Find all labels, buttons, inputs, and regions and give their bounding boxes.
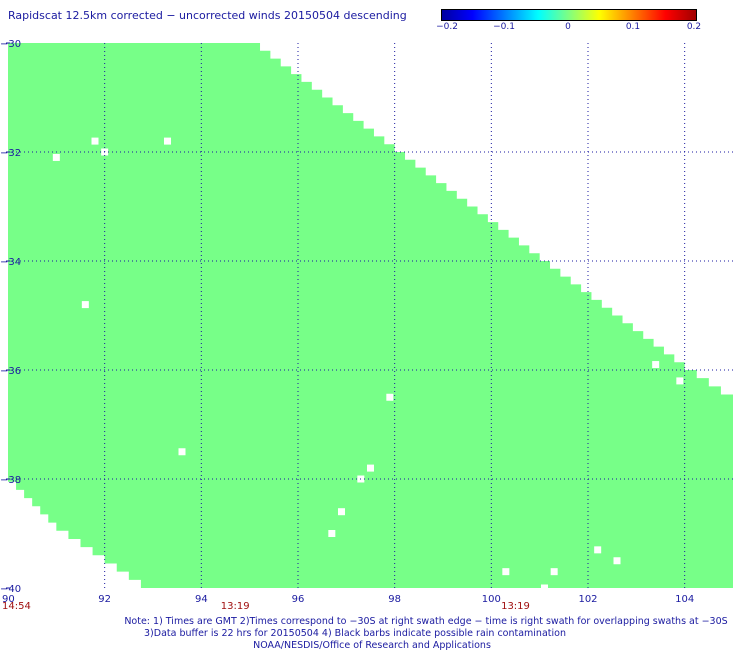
missing-data-cell bbox=[386, 393, 394, 401]
colorbar-tick-label: −0.2 bbox=[436, 22, 458, 32]
x-tick-label: 102 bbox=[578, 594, 597, 605]
missing-data-cell bbox=[550, 568, 558, 576]
missing-data-cell bbox=[719, 44, 727, 52]
colorbar-tick-label: −0.1 bbox=[493, 22, 515, 32]
missing-data-cell bbox=[594, 546, 602, 554]
y-tick-label: −38 bbox=[0, 475, 21, 486]
missing-data-cell bbox=[91, 137, 99, 145]
missing-data-cell bbox=[52, 153, 60, 161]
y-tick-label: −30 bbox=[0, 39, 21, 50]
time-label: 13:19 bbox=[501, 601, 530, 612]
x-tick-label: 104 bbox=[675, 594, 694, 605]
x-tick-label: 100 bbox=[482, 594, 501, 605]
note-line-2: 3)Data buffer is 22 hrs for 20150504 4) … bbox=[144, 628, 566, 639]
time-label: 13:19 bbox=[221, 601, 250, 612]
note-line-3: NOAA/NESDIS/Office of Research and Appli… bbox=[253, 640, 491, 651]
missing-data-cell bbox=[613, 557, 621, 565]
y-tick-label: −40 bbox=[0, 584, 21, 595]
missing-data-cell bbox=[652, 361, 660, 369]
y-tick-label: −32 bbox=[0, 148, 21, 159]
missing-data-cell bbox=[502, 568, 510, 576]
colorbar-tick-label: 0.2 bbox=[686, 22, 702, 32]
x-tick-label: 94 bbox=[195, 594, 208, 605]
time-label: 14:54 bbox=[2, 601, 31, 612]
colorbar bbox=[441, 9, 697, 21]
missing-data-cell bbox=[676, 377, 684, 385]
chart-title: Rapidscat 12.5km corrected − uncorrected… bbox=[8, 9, 407, 22]
wind-swath-area bbox=[8, 43, 733, 588]
x-tick-label: 98 bbox=[388, 594, 401, 605]
missing-data-cell bbox=[367, 464, 374, 472]
missing-data-cell bbox=[541, 584, 548, 592]
colorbar-tick-label: 0.1 bbox=[625, 22, 641, 32]
note-line-1: Note: 1) Times are GMT 2)Times correspon… bbox=[124, 616, 728, 627]
missing-data-cell bbox=[178, 448, 186, 456]
missing-data-cell bbox=[338, 508, 345, 516]
missing-data-cell bbox=[328, 530, 336, 537]
y-tick-label: −36 bbox=[0, 366, 21, 377]
x-tick-label: 90 bbox=[2, 594, 15, 605]
y-tick-label: −34 bbox=[0, 257, 21, 268]
missing-data-cell bbox=[81, 301, 89, 309]
x-tick-label: 92 bbox=[98, 594, 111, 605]
colorbar-tick-label: 0 bbox=[565, 22, 571, 32]
missing-data-cell bbox=[164, 137, 171, 145]
x-tick-label: 96 bbox=[292, 594, 305, 605]
